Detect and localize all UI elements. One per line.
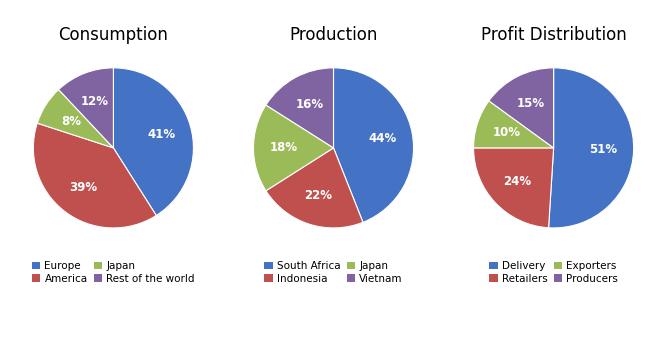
Wedge shape <box>474 101 554 148</box>
Wedge shape <box>33 123 156 228</box>
Title: Profit Distribution: Profit Distribution <box>481 25 626 44</box>
Wedge shape <box>253 105 334 191</box>
Wedge shape <box>266 148 363 228</box>
Wedge shape <box>266 68 334 148</box>
Text: 15%: 15% <box>517 97 545 110</box>
Wedge shape <box>37 89 113 148</box>
Wedge shape <box>489 68 554 148</box>
Text: 18%: 18% <box>270 141 298 155</box>
Legend: Delivery, Retailers, Exporters, Producers: Delivery, Retailers, Exporters, Producer… <box>489 261 618 284</box>
Wedge shape <box>334 68 414 222</box>
Text: 10%: 10% <box>492 126 520 139</box>
Title: Production: Production <box>289 25 378 44</box>
Text: 22%: 22% <box>304 189 332 201</box>
Text: 8%: 8% <box>61 115 81 128</box>
Text: 41%: 41% <box>147 128 175 141</box>
Text: 12%: 12% <box>81 95 109 108</box>
Text: 24%: 24% <box>504 175 532 188</box>
Legend: South Africa, Indonesia, Japan, Vietnam: South Africa, Indonesia, Japan, Vietnam <box>264 261 403 284</box>
Title: Consumption: Consumption <box>59 25 168 44</box>
Text: 16%: 16% <box>295 98 323 111</box>
Wedge shape <box>113 68 193 215</box>
Wedge shape <box>548 68 634 228</box>
Legend: Europe, America, Japan, Rest of the world: Europe, America, Japan, Rest of the worl… <box>32 261 195 284</box>
Text: 39%: 39% <box>69 181 97 193</box>
Text: 44%: 44% <box>368 132 396 145</box>
Wedge shape <box>59 68 113 148</box>
Wedge shape <box>474 148 554 228</box>
Text: 51%: 51% <box>589 143 617 156</box>
